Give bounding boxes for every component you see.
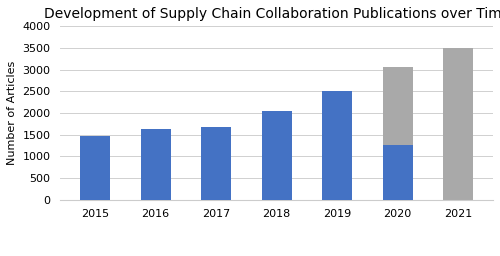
Bar — [140, 130, 171, 200]
Bar — [322, 91, 352, 200]
Bar — [382, 145, 413, 200]
Bar — [262, 111, 292, 200]
Bar — [443, 48, 474, 200]
Y-axis label: Number of Articles: Number of Articles — [7, 61, 17, 165]
Legend: Published, Estimate: Published, Estimate — [195, 254, 358, 256]
Bar — [201, 127, 232, 200]
Bar — [382, 68, 413, 200]
Bar — [80, 135, 110, 200]
Title: Development of Supply Chain Collaboration Publications over Time: Development of Supply Chain Collaboratio… — [44, 7, 500, 21]
